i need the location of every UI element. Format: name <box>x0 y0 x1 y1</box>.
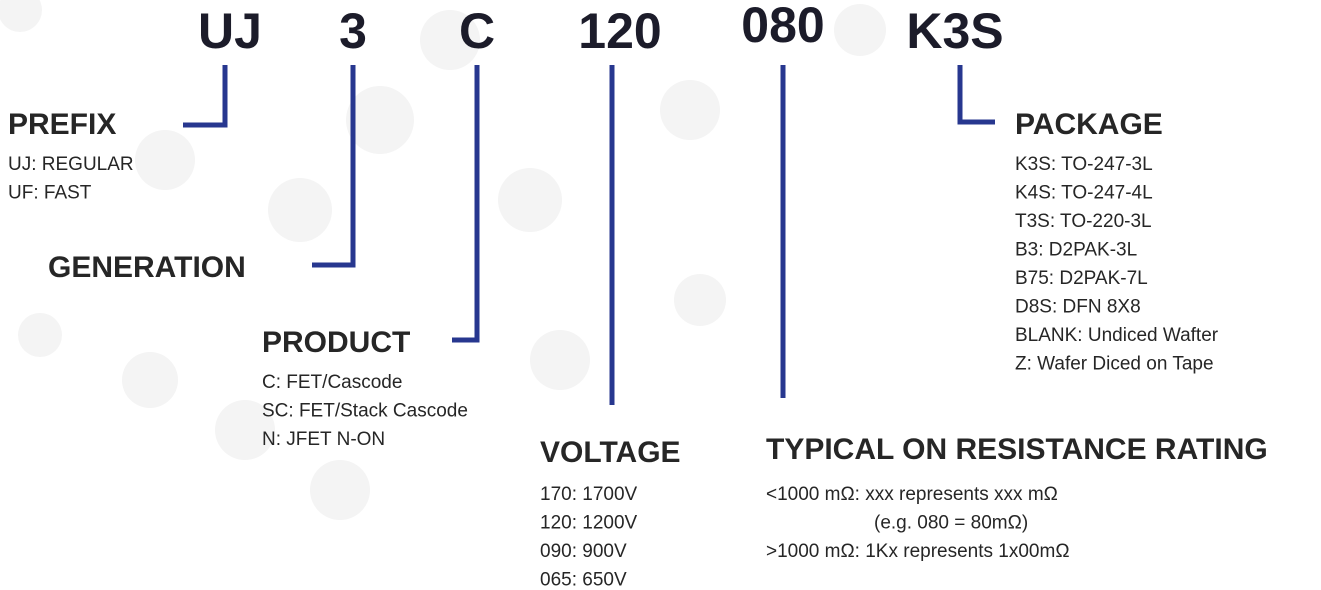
section-title: TYPICAL ON RESISTANCE RATING <box>766 433 1268 466</box>
section-item: 065: 650V <box>540 570 627 590</box>
section-title: VOLTAGE <box>540 436 681 469</box>
section-item: Z: Wafer Diced on Tape <box>1015 354 1214 375</box>
connector <box>957 65 995 125</box>
section-item: >1000 mΩ: 1Kx represents 1x00mΩ <box>766 541 1070 562</box>
connector <box>312 65 356 268</box>
code-part: UJ <box>198 3 262 59</box>
section-item: (e.g. 080 = 80mΩ) <box>874 513 1028 534</box>
section-title: PRODUCT <box>262 326 410 359</box>
section-title: PREFIX <box>8 108 116 141</box>
connector <box>452 65 480 343</box>
connector <box>183 65 228 128</box>
section-item: D8S: DFN 8X8 <box>1015 297 1141 318</box>
section-item: C: FET/Cascode <box>262 372 402 393</box>
code-part: K3S <box>906 3 1003 59</box>
section-item: BLANK: Undiced Wafter <box>1015 325 1219 346</box>
section-item: T3S: TO-220-3L <box>1015 211 1152 232</box>
section-item: K3S: TO-247-3L <box>1015 154 1153 175</box>
section-item: UJ: REGULAR <box>8 154 134 175</box>
code-part: 3 <box>339 3 367 59</box>
section-item: SC: FET/Stack Cascode <box>262 401 468 422</box>
section-item: K4S: TO-247-4L <box>1015 183 1153 204</box>
section-title: PACKAGE <box>1015 108 1163 141</box>
section-item: <1000 mΩ: xxx represents xxx mΩ <box>766 484 1058 505</box>
code-part: C <box>459 3 495 59</box>
section-item: B3: D2PAK-3L <box>1015 240 1137 261</box>
section-title: GENERATION <box>48 251 246 284</box>
code-part: 080 <box>741 0 824 53</box>
code-part: 120 <box>578 3 661 59</box>
section-item: 120: 1200V <box>540 513 638 534</box>
section-item: N: JFET N-ON <box>262 429 385 450</box>
section-item: UF: FAST <box>8 183 92 204</box>
section-item: B75: D2PAK-7L <box>1015 268 1148 289</box>
section-item: 090: 900V <box>540 541 627 562</box>
section-item: 170: 1700V <box>540 484 638 505</box>
background-dots <box>0 0 886 520</box>
